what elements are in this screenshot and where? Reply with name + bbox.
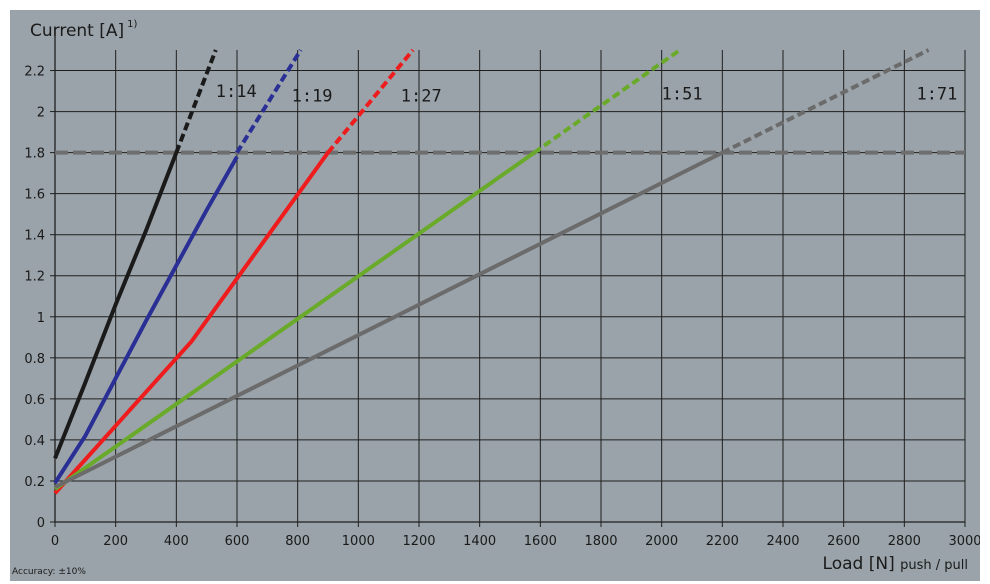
- series-line-1:51: [53, 150, 536, 491]
- x-tick-label: 1400: [463, 534, 496, 549]
- series-label-1:14: 1:14: [216, 82, 257, 102]
- series-line-dashed-1:19: [235, 48, 303, 154]
- y-tick-label: 0: [37, 516, 45, 531]
- x-tick-label: 800: [285, 534, 310, 549]
- x-tick-label: 600: [225, 534, 250, 549]
- y-tick-label: 1.6: [24, 188, 45, 203]
- x-tick-label: 2800: [888, 534, 921, 549]
- series-line-dashed-1:14: [174, 49, 218, 154]
- series-line-1:19: [53, 155, 239, 485]
- y-tick-label: 2: [37, 106, 45, 121]
- series-label-1:19: 1:19: [292, 86, 333, 106]
- x-tick-label: 1000: [342, 534, 375, 549]
- x-tick-label: 200: [103, 534, 128, 549]
- x-axis-label: Load [N] push / pull: [822, 554, 968, 574]
- series-line-dashed-1:51: [533, 48, 682, 155]
- series-line-dashed-1:71: [721, 48, 930, 155]
- x-axis-label-suffix: push / pull: [900, 558, 968, 573]
- y-axis-label: Current [A] 1): [30, 19, 138, 41]
- series-line-dashed-1:27: [326, 48, 415, 154]
- x-tick-label: 2200: [706, 534, 739, 549]
- chart: Current [A] 1) 0 200 400 600 800 1000 1200 1400 1…: [10, 10, 980, 581]
- series-label-1:27: 1:27: [401, 86, 442, 106]
- series-line-1:71: [54, 150, 724, 489]
- x-tick-label: 1800: [584, 534, 617, 549]
- y-tick-label: 0.6: [24, 393, 45, 408]
- y-axis-label-footnote-mark: 1): [127, 19, 138, 30]
- x-tick-label: 1600: [524, 534, 557, 549]
- y-tick-label: 2.2: [24, 65, 45, 80]
- x-tick-label: 2400: [766, 534, 799, 549]
- x-tick-label: 2600: [827, 534, 860, 549]
- y-tick-label: 1.8: [24, 147, 45, 162]
- series-label-1:71: 1:71: [916, 84, 957, 104]
- y-tick-label: 1.2: [24, 270, 45, 285]
- x-tick-label: 0: [51, 534, 59, 549]
- chart-plot: 0 200 400 600 800 1000 1200 1400 1600 1800 2000 220…: [24, 28, 980, 549]
- accuracy-footnote: Accuracy: ±10%: [12, 567, 86, 577]
- x-tick-label: 400: [164, 534, 189, 549]
- x-tick-label: 2000: [645, 534, 678, 549]
- y-tick-label: 0.4: [24, 434, 45, 449]
- x-tick-label: 1200: [402, 534, 435, 549]
- y-tick-label: 1.4: [24, 229, 45, 244]
- series-line-1:14: [53, 151, 179, 460]
- y-tick-label: 1: [37, 311, 45, 326]
- series-line-1:27: [53, 151, 330, 495]
- y-tick-label: 0.2: [24, 475, 45, 490]
- series-label-1:51: 1:51: [662, 84, 703, 104]
- x-tick-label: 3000: [948, 534, 980, 549]
- y-tick-label: 0.8: [24, 352, 45, 367]
